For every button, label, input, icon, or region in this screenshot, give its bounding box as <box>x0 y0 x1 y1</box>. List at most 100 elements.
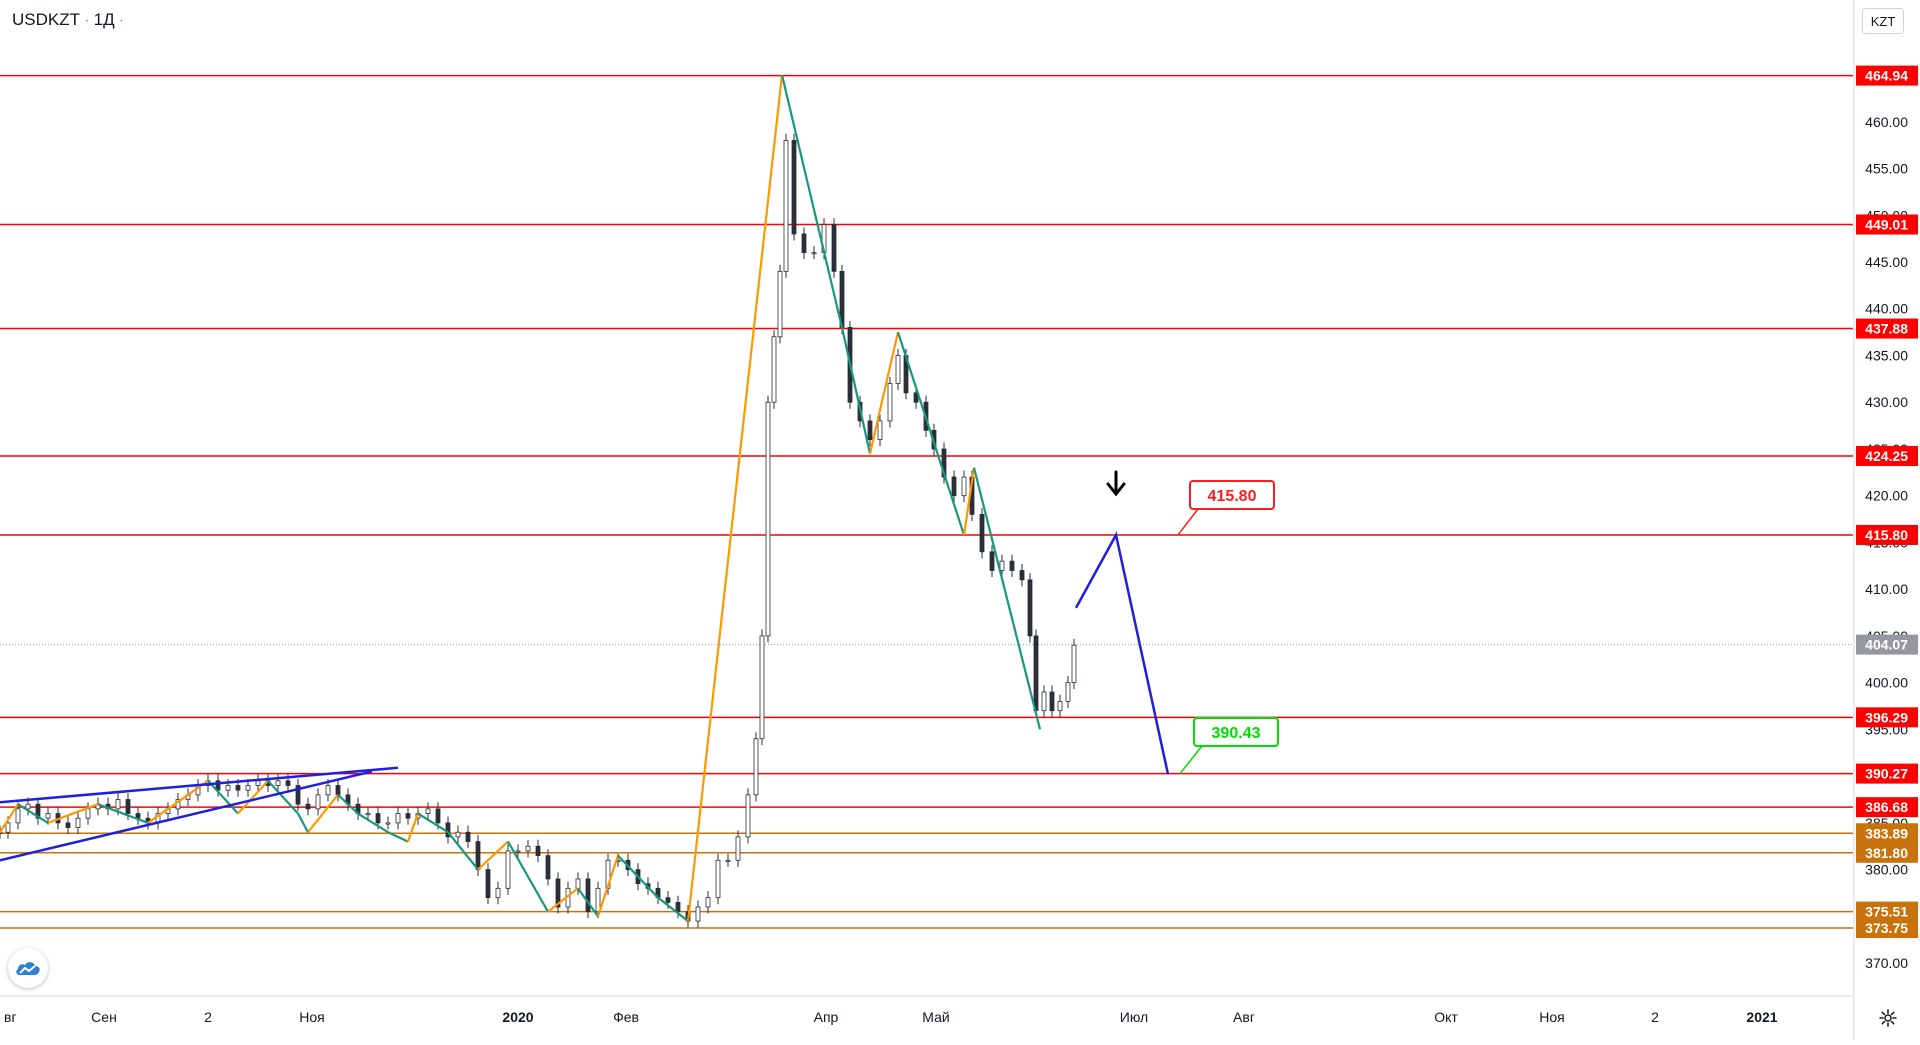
zigzag-segment <box>657 896 689 922</box>
candle-body <box>675 901 681 913</box>
price-tick-label: 410.00 <box>1865 581 1908 597</box>
level-tag <box>1856 763 1918 784</box>
level-tag-label: 396.29 <box>1865 709 1908 725</box>
symbol-title[interactable]: USDKZT · 1Д · <box>12 10 128 30</box>
time-tick-label: 2020 <box>502 1009 533 1025</box>
candle-body <box>777 270 783 338</box>
candle-body <box>255 780 261 786</box>
time-tick-label: вг <box>4 1009 17 1025</box>
zigzag-segment <box>337 794 359 815</box>
candle-body <box>275 780 281 786</box>
candle-body <box>535 845 541 856</box>
time-tick-label: Июл <box>1120 1009 1148 1025</box>
candle-body <box>705 897 711 908</box>
candle-body <box>425 808 431 814</box>
candle-body <box>305 803 311 810</box>
candle-body <box>783 140 789 272</box>
candle-body <box>1071 644 1077 684</box>
candle-body <box>575 878 581 889</box>
candle-body <box>435 808 441 824</box>
level-tag-label: 449.01 <box>1865 217 1908 233</box>
target-box <box>1189 480 1275 510</box>
zigzag-segment <box>207 780 239 815</box>
candle-body <box>1065 682 1071 702</box>
level-tag <box>1856 524 1918 545</box>
candle-body <box>1057 700 1063 712</box>
title-separator: · <box>84 10 90 29</box>
candle-body <box>0 831 3 834</box>
candle-body <box>475 841 481 871</box>
candle-body <box>801 233 807 254</box>
candle-body <box>989 551 995 571</box>
time-tick-label: Май <box>922 1009 949 1025</box>
candle-body <box>25 803 31 810</box>
candle-body <box>791 140 797 235</box>
level-tag-label: 424.25 <box>1865 448 1908 464</box>
candle-body <box>867 420 873 441</box>
price-tick-label: 380.00 <box>1865 862 1908 878</box>
zigzag-segment <box>577 887 599 917</box>
candle-body <box>75 817 81 828</box>
currency-button[interactable]: KZT <box>1862 8 1904 34</box>
candle-body <box>515 850 521 853</box>
level-tag <box>1856 445 1918 466</box>
level-tag-label: 381.80 <box>1865 845 1908 861</box>
time-tick-label: 2021 <box>1746 1009 1777 1025</box>
candle-body <box>811 252 817 255</box>
level-tag <box>1856 214 1918 235</box>
price-tick-label: 455.00 <box>1865 161 1908 177</box>
candle-body <box>465 831 471 842</box>
symbol-name: USDKZT <box>12 10 80 29</box>
price-tick-label: 445.00 <box>1865 254 1908 270</box>
interval-label: 1Д <box>93 10 115 29</box>
candle-body <box>1027 579 1033 637</box>
candle-body <box>1049 691 1055 712</box>
zigzag-segment <box>47 803 99 824</box>
candle-body <box>365 813 371 816</box>
candle-body <box>1009 560 1015 571</box>
zigzag-segment <box>357 812 389 834</box>
candle-body <box>877 420 883 441</box>
level-tag <box>1856 823 1918 844</box>
candle-body <box>35 803 41 819</box>
title-dot: · <box>118 10 125 29</box>
candle-body <box>525 845 531 852</box>
zigzag-segment <box>387 831 409 843</box>
candle-body <box>325 785 331 796</box>
time-tick-label: Фев <box>613 1009 639 1025</box>
candle-body <box>485 869 491 899</box>
logo-button[interactable] <box>8 948 48 988</box>
candle-body <box>335 785 341 796</box>
time-tick-label: Ноя <box>1539 1009 1564 1025</box>
candle-body <box>745 794 751 838</box>
level-tag-label: 383.89 <box>1865 825 1908 841</box>
candle-body <box>125 799 131 814</box>
time-tick-label: Ноя <box>299 1009 324 1025</box>
level-tag <box>1856 797 1918 818</box>
candle-body <box>375 813 381 824</box>
level-tag-label: 386.68 <box>1865 799 1908 815</box>
price-tick-label: 430.00 <box>1865 394 1908 410</box>
candle-body <box>759 635 765 740</box>
time-tick-label: Окт <box>1434 1009 1458 1025</box>
level-tag <box>1856 842 1918 863</box>
price-tick-label: 440.00 <box>1865 301 1908 317</box>
level-tag <box>1856 707 1918 728</box>
arrow-down-icon <box>1106 470 1126 497</box>
candle-body <box>725 859 731 862</box>
zigzag-segment <box>596 855 620 917</box>
candle-body <box>45 813 51 819</box>
trendline-upper <box>0 766 399 804</box>
zigzag-segment <box>406 813 420 842</box>
candle-body <box>65 822 71 828</box>
candle-body <box>895 355 901 384</box>
level-tag-label: 415.80 <box>1865 527 1908 543</box>
settings-button[interactable] <box>1876 1006 1900 1030</box>
last-price-tag <box>1856 634 1918 655</box>
candle-body <box>225 785 231 791</box>
level-tag <box>1856 901 1918 922</box>
zigzag-segment <box>477 840 509 871</box>
zigzag-segment <box>447 831 479 871</box>
